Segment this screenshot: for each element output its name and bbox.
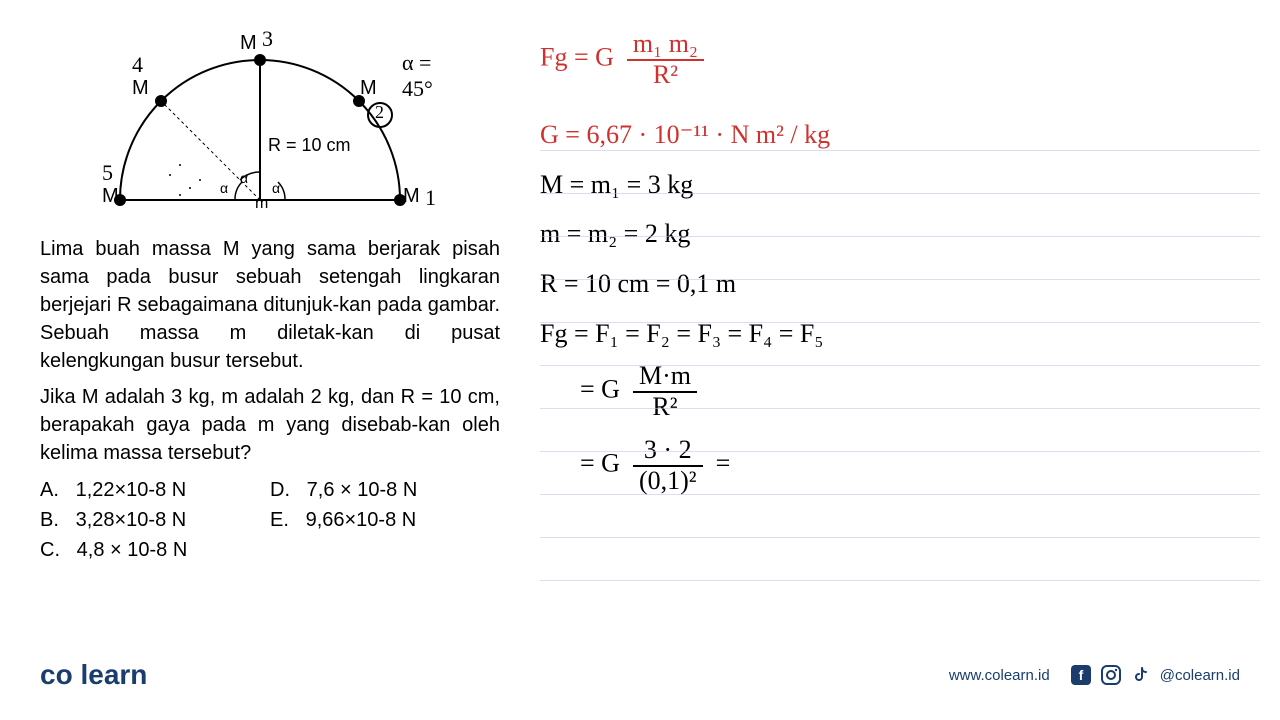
- label-M4: M: [132, 77, 149, 100]
- label-M5: M: [102, 185, 119, 208]
- formula-gravity: Fg = G m₁ m₂ R²: [540, 30, 1240, 89]
- content-area: M 5 M 4 M 3 M 2 M 1 m R = 10 cm α = 45° …: [0, 0, 1280, 640]
- label-center-m: m: [255, 195, 268, 213]
- label-alpha: α = 45°: [402, 50, 460, 102]
- footer-handle: @colearn.id: [1160, 667, 1240, 684]
- label-radius: R = 10 cm: [268, 135, 351, 156]
- option-D: D. 7,6 × 10-8 N: [270, 475, 500, 505]
- problem-text-2: Jika M adalah 3 kg, m adalah 2 kg, dan R…: [40, 383, 500, 467]
- label-alpha3: α: [272, 180, 280, 196]
- line-M: M = m₁ = 3 kg: [540, 164, 1240, 206]
- options-list: A. 1,22×10-8 N D. 7,6 × 10-8 N B. 3,28×1…: [40, 475, 500, 565]
- option-A: A. 1,22×10-8 N: [40, 475, 270, 505]
- line-Fg: Fg = F₁ = F₂ = F₃ = F₄ = F₅: [540, 313, 1240, 355]
- label-2: 2: [375, 102, 384, 123]
- line-m: m = m₂ = 2 kg: [540, 213, 1240, 255]
- social-icons: f @colearn.id: [1070, 664, 1240, 686]
- label-M1: M: [403, 185, 420, 208]
- handwritten-work: Fg = G m₁ m₂ R² G = 6,67 · 10⁻¹¹ · N m² …: [540, 30, 1240, 496]
- line-eq2: = G 3 · 2 (0,1)² =: [540, 436, 1240, 495]
- label-alpha2: α: [240, 170, 248, 186]
- line-eq1: = G M·m R²: [540, 362, 1240, 421]
- colearn-logo: co learn: [40, 659, 147, 691]
- footer: co learn www.colearn.id f @colearn.id: [0, 650, 1280, 700]
- footer-url: www.colearn.id: [949, 667, 1050, 684]
- label-alpha1: α: [220, 180, 228, 196]
- instagram-icon: [1100, 664, 1122, 686]
- line-R: R = 10 cm = 0,1 m: [540, 263, 1240, 305]
- label-M3: M: [240, 32, 257, 55]
- svg-text:f: f: [1078, 667, 1083, 683]
- label-M2: M: [360, 77, 377, 100]
- option-B: B. 3,28×10-8 N: [40, 505, 270, 535]
- label-4: 4: [132, 52, 143, 78]
- footer-right: www.colearn.id f @colearn.id: [949, 664, 1240, 686]
- problem-text-1: Lima buah massa M yang sama berjarak pis…: [40, 235, 500, 375]
- solution-panel: Fg = G m₁ m₂ R² G = 6,67 · 10⁻¹¹ · N m² …: [520, 20, 1240, 640]
- label-5: 5: [102, 160, 113, 186]
- left-panel: M 5 M 4 M 3 M 2 M 1 m R = 10 cm α = 45° …: [40, 20, 520, 640]
- option-C: C. 4,8 × 10-8 N: [40, 535, 270, 565]
- option-E: E. 9,66×10-8 N: [270, 505, 500, 535]
- physics-diagram: M 5 M 4 M 3 M 2 M 1 m R = 10 cm α = 45° …: [40, 20, 460, 220]
- label-3: 3: [262, 26, 273, 52]
- facebook-icon: f: [1070, 664, 1092, 686]
- label-1: 1: [425, 185, 436, 211]
- tiktok-icon: [1130, 664, 1152, 686]
